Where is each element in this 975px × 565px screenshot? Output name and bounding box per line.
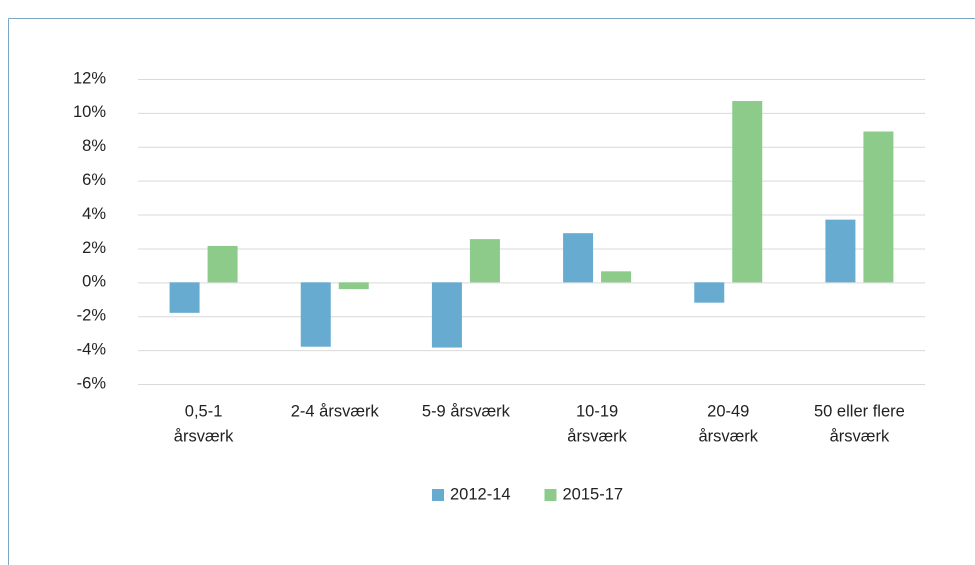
y-tick-label: -2% [77, 307, 107, 325]
bar [338, 282, 369, 290]
bar [732, 101, 763, 283]
x-tick-label: 2-4 årsværk [291, 402, 380, 420]
legend-swatch [544, 489, 557, 501]
bar [207, 245, 238, 283]
y-tick-label: 10% [73, 103, 106, 121]
bar [863, 131, 894, 283]
x-tick-label: 0,5-1 [185, 402, 223, 420]
bar [169, 282, 200, 313]
y-tick-label: -4% [77, 340, 107, 358]
legend-swatch [432, 489, 444, 501]
y-tick-label: 0% [82, 273, 106, 291]
bar [431, 282, 462, 348]
bar [601, 271, 632, 283]
x-tick-label: 5-9 årsværk [422, 402, 511, 420]
x-tick-label: årsværk [174, 427, 234, 445]
bar [825, 219, 856, 283]
x-tick-label: årsværk [698, 427, 758, 445]
y-tick-label: 6% [82, 171, 106, 189]
legend-label: 2015-17 [563, 485, 624, 503]
x-tick-label: 10-19 [576, 402, 618, 420]
y-tick-label: -6% [77, 374, 107, 392]
x-tick-label: årsværk [567, 427, 627, 445]
legend-label: 2012-14 [450, 485, 511, 503]
y-tick-label: 4% [82, 205, 106, 223]
bar [300, 282, 331, 347]
y-tick-label: 8% [82, 137, 106, 155]
x-tick-label: 50 eller flere [814, 402, 905, 420]
bar [694, 282, 725, 303]
x-tick-label: årsværk [830, 427, 890, 445]
x-tick-label: 20-49 [707, 402, 749, 420]
y-tick-label: 2% [82, 239, 106, 257]
bar [469, 239, 500, 283]
y-tick-label: 12% [73, 69, 106, 87]
bar [563, 233, 594, 283]
